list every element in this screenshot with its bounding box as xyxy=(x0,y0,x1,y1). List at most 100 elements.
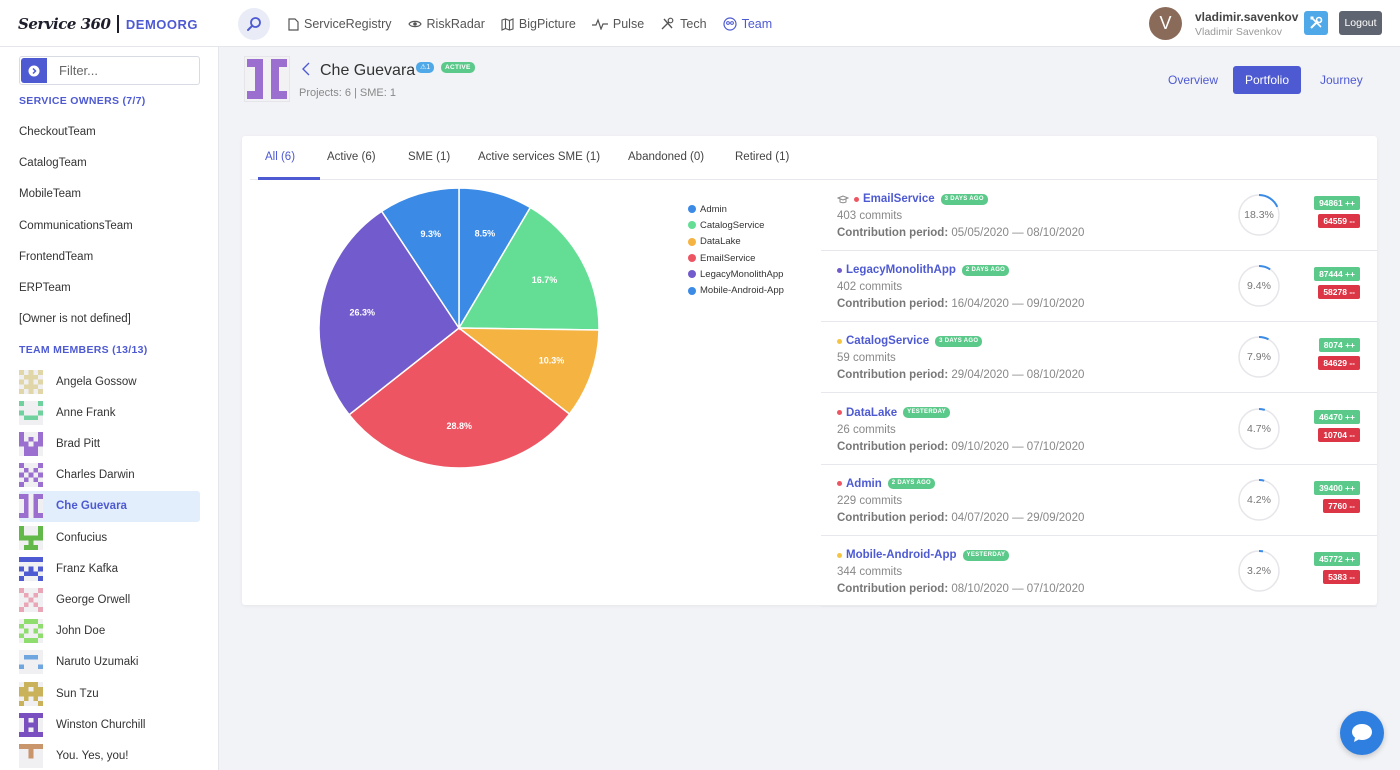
sidebar-team-item[interactable]: CommunicationsTeam xyxy=(19,219,133,232)
lines-added-badge: 45772 ++ xyxy=(1314,552,1360,566)
contribution-period-value: 29/04/2020 — 08/10/2020 xyxy=(951,369,1085,382)
main-nav: ServiceRegistry RiskRadar BigPicture Pulse T… xyxy=(288,16,788,32)
team-members-heading: TEAM MEMBERS (13/13) xyxy=(19,344,148,356)
pie-slice-catalogservice[interactable] xyxy=(457,206,600,331)
legend-label: DataLake xyxy=(700,236,741,248)
sidebar-member-item[interactable]: Franz Kafka xyxy=(19,553,200,584)
legend-item[interactable]: Admin xyxy=(688,201,784,217)
project-link[interactable]: LegacyMonolithApp xyxy=(846,264,956,277)
legend-label: Admin xyxy=(700,203,727,215)
legend-item[interactable]: CatalogService xyxy=(688,217,784,233)
view-tab-overview[interactable]: Overview xyxy=(1168,73,1219,87)
logout-button[interactable]: Logout xyxy=(1339,11,1382,35)
tab-retired[interactable]: Retired (1) xyxy=(735,151,790,163)
tab-abandoned[interactable]: Abandoned (0) xyxy=(628,151,705,163)
pie-slice-label: 9.3% xyxy=(420,229,441,239)
project-header: Admin 2 DAYS AGO xyxy=(837,477,936,490)
warning-count-badge: ⚠1 xyxy=(416,62,435,73)
legend-item[interactable]: EmailService xyxy=(688,250,784,266)
user-avatar[interactable]: V xyxy=(1149,7,1182,40)
tab-all[interactable]: All (6) xyxy=(265,151,296,163)
sidebar-member-item[interactable]: Confucius xyxy=(19,522,200,553)
contribution-period: Contribution period: 04/07/2020 — 29/09/… xyxy=(837,512,1084,524)
sidebar-member-item[interactable]: Naruto Uzumaki xyxy=(19,647,200,678)
sidebar-member-item[interactable]: John Doe xyxy=(19,616,200,647)
sidebar-member-item[interactable]: Sun Tzu xyxy=(19,678,200,709)
active-tab-indicator xyxy=(258,177,320,180)
contribution-ring xyxy=(1238,194,1280,236)
legend-item[interactable]: LegacyMonolithApp xyxy=(688,266,784,282)
sidebar-team-item[interactable]: MobileTeam xyxy=(19,188,81,201)
member-name: Charles Darwin xyxy=(56,469,135,482)
contribution-period-label: Contribution period: xyxy=(837,369,949,382)
sidebar-member-item[interactable]: You. Yes, you! xyxy=(19,740,200,770)
project-link[interactable]: Mobile-Android-App xyxy=(846,549,957,561)
sidebar-member-item[interactable]: Che Guevara xyxy=(19,490,200,522)
nav-label: BigPicture xyxy=(518,17,576,31)
contribution-ring xyxy=(1238,478,1280,521)
legend-label: EmailService xyxy=(700,252,756,264)
logo[interactable]: Service 360 DEMOORG xyxy=(18,12,198,36)
project-row: EmailService 3 DAYS AGO 403 commits Contrib… xyxy=(821,180,1377,251)
pie-slice-mobile-android-app[interactable] xyxy=(380,187,460,331)
view-tab-portfolio[interactable]: Portfolio xyxy=(1233,66,1302,94)
tab-active[interactable]: Active (6) xyxy=(327,151,376,163)
sidebar-member-item[interactable]: George Orwell xyxy=(19,584,200,615)
sidebar-team-item[interactable]: [Owner is not defined] xyxy=(19,313,131,326)
chevron-left-icon xyxy=(302,62,310,76)
pie-slice-emailservice[interactable] xyxy=(348,327,571,469)
sidebar-member-item[interactable]: Charles Darwin xyxy=(19,460,200,491)
file-icon xyxy=(288,17,302,31)
legend-swatch xyxy=(688,205,696,214)
tab-sme[interactable]: SME (1) xyxy=(408,151,451,163)
commit-count: 229 commits xyxy=(837,494,903,507)
nav-bigpicture[interactable]: BigPicture xyxy=(501,16,576,32)
org-name: DEMOORG xyxy=(125,16,199,32)
nav-pulse[interactable]: Pulse xyxy=(591,16,644,32)
legend-item[interactable]: Mobile-Android-App xyxy=(688,282,784,298)
filter-toggle-button[interactable] xyxy=(21,58,47,83)
project-dot xyxy=(837,552,842,558)
sidebar-member-item[interactable]: Winston Churchill xyxy=(19,709,200,740)
lines-removed-badge: 64559 -- xyxy=(1318,214,1360,228)
contribution-ring xyxy=(1238,550,1280,592)
back-button[interactable] xyxy=(300,61,312,80)
sidebar-member-item[interactable]: Anne Frank xyxy=(19,397,200,428)
contribution-pie-chart: 8.5% 16.7% 10.3% 28.8% 26.3% 9.3% xyxy=(318,187,600,469)
commit-count: 344 commits xyxy=(837,566,903,578)
project-link[interactable]: DataLake xyxy=(846,406,898,419)
chat-button[interactable] xyxy=(1340,711,1384,755)
lines-removed-badge: 84629 -- xyxy=(1318,356,1360,371)
search-button[interactable] xyxy=(238,8,270,40)
sidebar-member-item[interactable]: Angela Gossow xyxy=(19,366,200,397)
contribution-period: Contribution period: 05/05/2020 — 08/10/… xyxy=(837,227,1084,239)
sidebar-team-item[interactable]: CheckoutTeam xyxy=(19,126,96,138)
pie-slice-legacymonolithapp[interactable] xyxy=(318,210,461,416)
nav-riskradar[interactable]: RiskRadar xyxy=(407,16,485,32)
contribution-period-value: 09/10/2020 — 07/10/2020 xyxy=(951,440,1085,453)
contribution-percent: 9.4% xyxy=(1247,280,1271,293)
member-name: Winston Churchill xyxy=(56,718,146,731)
member-name: You. Yes, you! xyxy=(56,749,129,762)
sidebar-team-item[interactable]: FrontendTeam xyxy=(19,250,94,263)
tab-active-services-sme[interactable]: Active services SME (1) xyxy=(478,151,601,163)
project-link[interactable]: Admin xyxy=(846,477,882,490)
nav-team[interactable]: Team xyxy=(722,16,772,32)
profile-avatar xyxy=(244,56,290,102)
view-tab-journey[interactable]: Journey xyxy=(1320,73,1363,87)
admin-tools-button[interactable] xyxy=(1304,11,1328,35)
nav-tech[interactable]: Tech xyxy=(660,16,707,32)
sidebar-member-item[interactable]: Brad Pitt xyxy=(19,428,200,459)
project-link[interactable]: CatalogService xyxy=(846,335,930,348)
user-full-name: Vladimir Savenkov xyxy=(1195,26,1282,38)
legend-label: CatalogService xyxy=(700,219,765,231)
pie-slice-datalake[interactable] xyxy=(456,327,600,416)
eye-icon xyxy=(407,19,425,29)
legend-item[interactable]: DataLake xyxy=(688,234,784,250)
project-link[interactable]: EmailService xyxy=(863,193,935,205)
filter-input[interactable] xyxy=(47,58,197,83)
sidebar-team-item[interactable]: CatalogTeam xyxy=(19,157,87,170)
sidebar-team-item[interactable]: ERPTeam xyxy=(19,282,71,294)
avatar xyxy=(19,743,43,768)
nav-serviceregistry[interactable]: ServiceRegistry xyxy=(288,16,392,32)
